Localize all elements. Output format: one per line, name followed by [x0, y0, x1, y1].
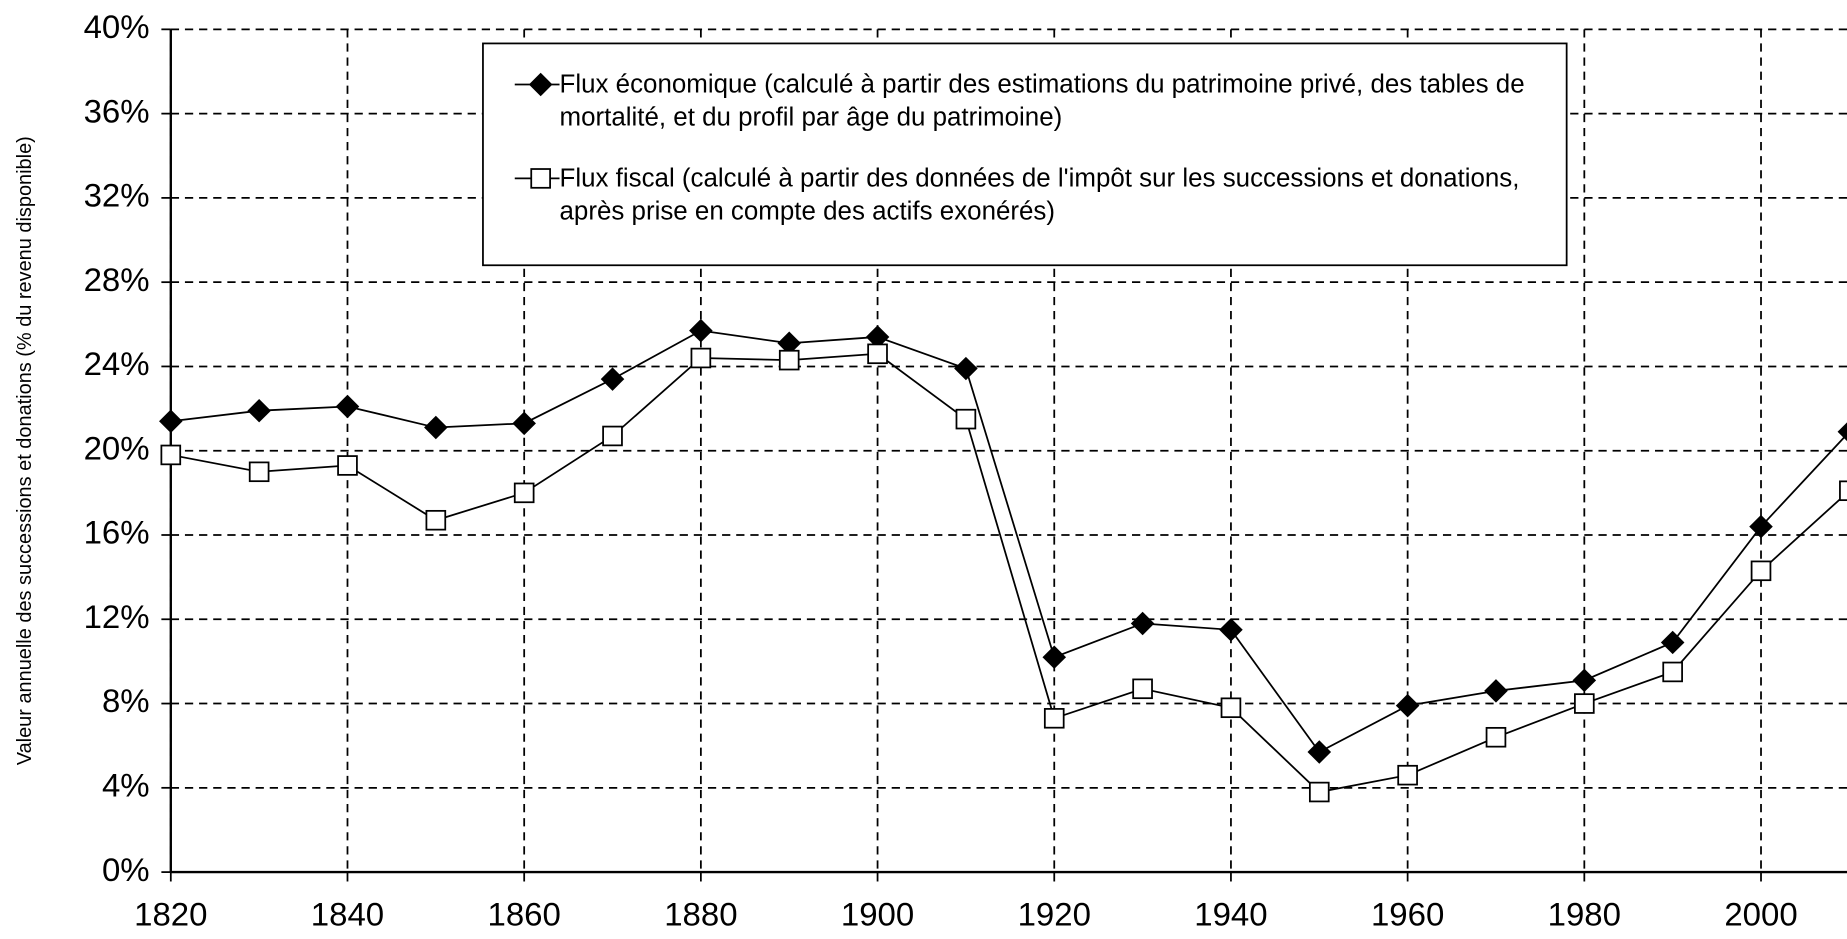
y-tick-label: 4%	[102, 767, 150, 804]
series-line	[170, 352, 1847, 793]
legend-icon	[514, 72, 560, 97]
marker	[1837, 422, 1847, 442]
marker	[954, 356, 978, 381]
marker	[777, 331, 801, 356]
y-tick-label: 36%	[84, 92, 150, 129]
marker	[602, 425, 623, 447]
legend-box	[482, 42, 1568, 267]
y-tick-label: 28%	[84, 261, 150, 298]
y-tick-label: 12%	[84, 598, 150, 635]
y-tick-label: 40%	[84, 8, 150, 45]
y-axis-label: Valeur annuelle des successions et donat…	[14, 136, 36, 765]
x-tick-label: 1820	[134, 895, 207, 932]
marker	[1397, 764, 1418, 786]
marker	[1485, 726, 1507, 748]
y-tick-label: 32%	[84, 177, 150, 214]
marker	[1042, 645, 1067, 669]
marker	[530, 168, 551, 189]
marker	[600, 367, 625, 391]
y-tick-label: 8%	[102, 682, 150, 719]
marker	[1574, 693, 1595, 714]
marker	[1572, 668, 1597, 693]
x-tick-label: 2000	[1724, 895, 1797, 932]
marker	[512, 411, 536, 436]
marker	[1395, 693, 1420, 718]
marker	[1839, 480, 1847, 502]
x-tick-label: 1940	[1194, 895, 1267, 932]
marker	[1219, 618, 1243, 642]
x-tick-label: 1860	[488, 895, 561, 932]
marker	[424, 415, 448, 440]
marker	[337, 455, 358, 476]
marker	[867, 343, 888, 365]
marker	[1308, 781, 1330, 803]
marker	[1130, 611, 1155, 636]
marker	[160, 444, 182, 466]
marker	[1043, 708, 1065, 729]
legend: Flux économique (calculé à partir des es…	[501, 68, 1561, 228]
x-tick-label: 1920	[1018, 895, 1091, 932]
marker	[1484, 679, 1508, 703]
legend-label: Flux fiscal (calculé à partir des donnée…	[559, 163, 1520, 226]
legend-item: Flux économique (calculé à partir des es…	[501, 68, 1561, 134]
marker	[1307, 740, 1332, 764]
x-tick-label: 1980	[1548, 895, 1621, 932]
legend-label: Flux économique (calculé à partir des es…	[559, 69, 1525, 132]
legend-item: Flux fiscal (calculé à partir des donnée…	[501, 162, 1561, 228]
marker	[1750, 560, 1772, 582]
x-tick-label: 1840	[311, 895, 384, 932]
x-tick-label: 1960	[1371, 895, 1444, 932]
y-tick-label: 16%	[84, 514, 150, 551]
y-tick-label: 0%	[102, 851, 150, 888]
marker	[1220, 697, 1242, 719]
marker	[528, 72, 553, 97]
marker	[513, 482, 535, 504]
legend-icon	[514, 168, 560, 189]
series-line	[170, 329, 1847, 754]
marker	[689, 318, 713, 343]
marker	[159, 409, 183, 433]
marker	[335, 394, 360, 419]
marker	[1662, 661, 1683, 683]
marker	[425, 509, 447, 531]
marker	[1132, 678, 1153, 700]
marker	[1660, 630, 1685, 655]
y-tick-label: 24%	[84, 345, 150, 382]
marker	[690, 347, 712, 369]
y-tick-label: 20%	[84, 429, 150, 466]
marker	[778, 349, 800, 371]
marker	[955, 408, 977, 430]
x-tick-label: 1880	[664, 895, 737, 932]
marker	[248, 461, 270, 483]
x-tick-label: 1900	[841, 895, 914, 932]
marker	[247, 398, 271, 423]
